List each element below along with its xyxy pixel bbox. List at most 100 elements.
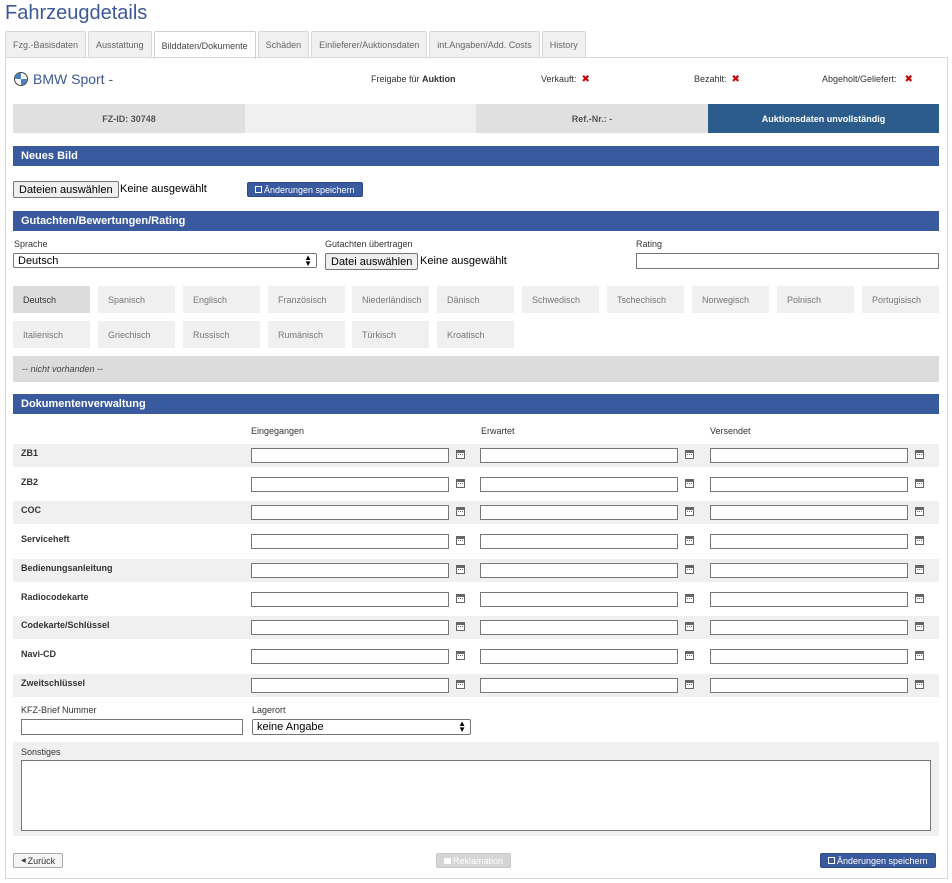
- date-input-received[interactable]: [251, 649, 449, 664]
- date-input-expected[interactable]: [480, 620, 678, 635]
- date-input-expected[interactable]: [480, 534, 678, 549]
- calendar-icon[interactable]: [915, 565, 924, 574]
- date-input-sent[interactable]: [710, 620, 908, 635]
- back-button[interactable]: ◀ Zurück: [13, 853, 64, 868]
- calendar-icon[interactable]: [915, 594, 924, 603]
- date-input-received[interactable]: [251, 592, 449, 607]
- calendar-icon[interactable]: [456, 680, 465, 689]
- tab-ausstattung[interactable]: Ausstattung: [88, 31, 152, 58]
- date-input-sent[interactable]: [710, 505, 908, 520]
- date-input-received[interactable]: [251, 477, 449, 492]
- date-input-expected[interactable]: [480, 678, 678, 693]
- lang-chip[interactable]: Französisch: [268, 286, 345, 313]
- gutachten-file-button[interactable]: Datei auswählen: [325, 253, 419, 270]
- date-input-received[interactable]: [251, 505, 449, 520]
- date-input-expected[interactable]: [480, 448, 678, 463]
- calendar-icon[interactable]: [685, 507, 694, 516]
- date-input-sent[interactable]: [710, 534, 908, 549]
- date-input-expected[interactable]: [480, 592, 678, 607]
- calendar-icon[interactable]: [685, 622, 694, 631]
- calendar-icon[interactable]: [456, 651, 465, 660]
- date-input-sent[interactable]: [710, 477, 908, 492]
- lang-chip[interactable]: Tschechisch: [607, 286, 684, 313]
- lang-chip[interactable]: Spanisch: [98, 286, 175, 313]
- lang-chip[interactable]: Schwedisch: [522, 286, 599, 313]
- tab-history[interactable]: History: [541, 31, 586, 58]
- tab-basisdaten[interactable]: Fzg.-Basisdaten: [5, 31, 87, 58]
- lang-chip[interactable]: Rumänisch: [268, 321, 345, 348]
- lang-chip[interactable]: Deutsch: [13, 286, 90, 313]
- rating-label: Rating: [636, 239, 663, 249]
- complaint-button[interactable]: Reklamation: [436, 853, 512, 868]
- calendar-icon[interactable]: [915, 479, 924, 488]
- calendar-icon[interactable]: [915, 651, 924, 660]
- lang-chip[interactable]: Norwegisch: [692, 286, 769, 313]
- sonstiges-textarea[interactable]: [21, 760, 931, 831]
- calendar-icon[interactable]: [915, 680, 924, 689]
- document-row: Navi-CD: [13, 645, 939, 668]
- date-input-expected[interactable]: [480, 505, 678, 520]
- lang-chip[interactable]: Polnisch: [777, 286, 854, 313]
- tab-einlieferer[interactable]: Einlieferer/Auktionsdaten: [311, 31, 428, 58]
- calendar-icon[interactable]: [456, 479, 465, 488]
- save-label: Änderungen speichern: [837, 855, 928, 866]
- calendar-icon[interactable]: [685, 565, 694, 574]
- document-label: Navi-CD: [21, 649, 57, 659]
- date-input-sent[interactable]: [710, 649, 908, 664]
- date-input-sent[interactable]: [710, 448, 908, 463]
- calendar-icon[interactable]: [456, 507, 465, 516]
- lang-chip[interactable]: Italienisch: [13, 321, 90, 348]
- date-input-received[interactable]: [251, 678, 449, 693]
- calendar-icon[interactable]: [456, 565, 465, 574]
- tab-schaeden[interactable]: Schäden: [257, 31, 310, 58]
- gutachten-upload-label: Gutachten übertragen: [325, 239, 413, 249]
- lang-chip[interactable]: Russisch: [183, 321, 260, 348]
- date-input-received[interactable]: [251, 620, 449, 635]
- complaint-label: Reklamation: [453, 855, 504, 866]
- calendar-icon[interactable]: [456, 450, 465, 459]
- calendar-icon[interactable]: [685, 680, 694, 689]
- lang-chip[interactable]: Niederländisch: [352, 286, 429, 313]
- document-label: COC: [21, 505, 41, 515]
- kfz-brief-input[interactable]: [21, 719, 243, 735]
- date-input-sent[interactable]: [710, 592, 908, 607]
- calendar-icon[interactable]: [915, 450, 924, 459]
- floppy-icon: [255, 186, 262, 193]
- sprache-select[interactable]: Deutsch ▲ ▼: [13, 253, 317, 268]
- calendar-icon[interactable]: [685, 651, 694, 660]
- rating-input[interactable]: [636, 253, 939, 269]
- date-input-received[interactable]: [251, 448, 449, 463]
- calendar-icon[interactable]: [685, 479, 694, 488]
- date-input-received[interactable]: [251, 563, 449, 578]
- lagerort-select[interactable]: keine Angabe ▲ ▼: [252, 719, 471, 735]
- calendar-icon[interactable]: [456, 622, 465, 631]
- date-input-received[interactable]: [251, 534, 449, 549]
- save-changes-button[interactable]: Änderungen speichern: [820, 853, 936, 868]
- lang-chip[interactable]: Englisch: [183, 286, 260, 313]
- date-input-expected[interactable]: [480, 477, 678, 492]
- date-input-expected[interactable]: [480, 649, 678, 664]
- calendar-icon[interactable]: [915, 507, 924, 516]
- document-row: COC: [13, 501, 939, 524]
- lang-chip[interactable]: Kroatisch: [437, 321, 514, 348]
- save-image-button[interactable]: Änderungen speichern: [247, 182, 363, 197]
- lang-chip[interactable]: Griechisch: [98, 321, 175, 348]
- calendar-icon[interactable]: [456, 536, 465, 545]
- date-input-sent[interactable]: [710, 563, 908, 578]
- calendar-icon[interactable]: [685, 450, 694, 459]
- date-input-expected[interactable]: [480, 563, 678, 578]
- calendar-icon[interactable]: [685, 594, 694, 603]
- tab-int-angaben[interactable]: int.Angaben/Add. Costs: [429, 31, 540, 58]
- tab-bilddaten-dokumente[interactable]: Bilddaten/Dokumente: [153, 31, 256, 59]
- lang-chip[interactable]: Dänisch: [437, 286, 514, 313]
- lang-chip[interactable]: Portugisisch: [862, 286, 939, 313]
- image-file-button[interactable]: Dateien auswählen: [13, 181, 119, 198]
- lang-chip[interactable]: Türkisch: [352, 321, 429, 348]
- calendar-icon[interactable]: [456, 594, 465, 603]
- lagerort-label: Lagerort: [252, 705, 286, 715]
- date-input-sent[interactable]: [710, 678, 908, 693]
- calendar-icon[interactable]: [915, 536, 924, 545]
- calendar-icon[interactable]: [915, 622, 924, 631]
- bmw-logo-icon: [14, 72, 28, 86]
- calendar-icon[interactable]: [685, 536, 694, 545]
